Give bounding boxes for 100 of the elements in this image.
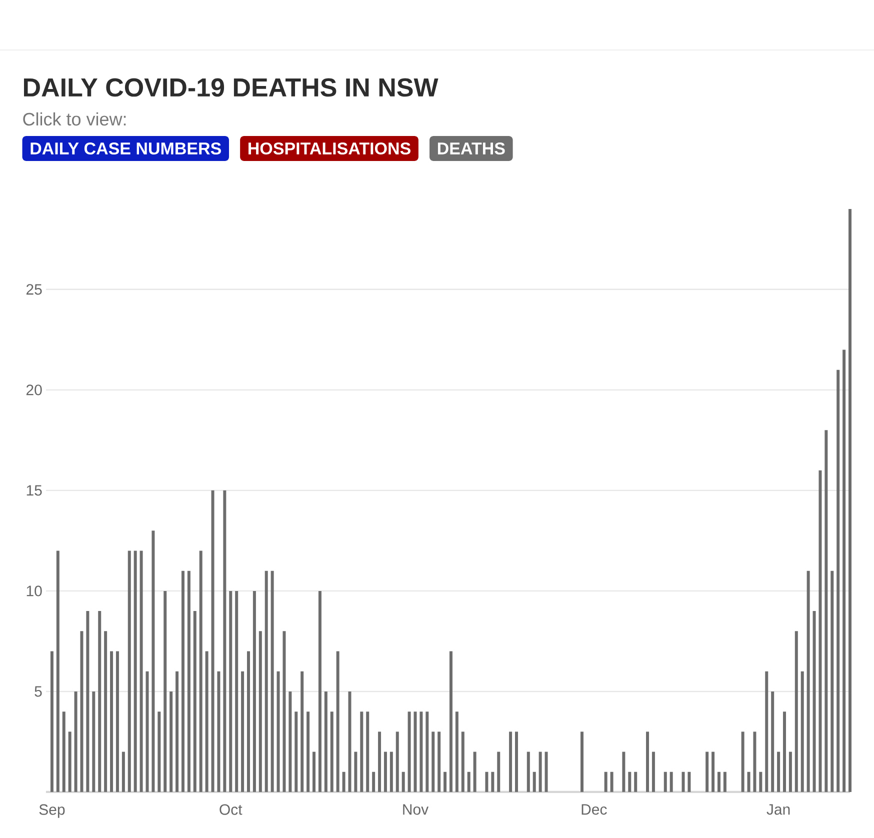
bar [461, 732, 464, 792]
bar [414, 712, 417, 792]
bar [246, 651, 250, 792]
bar [706, 752, 709, 792]
bar [211, 490, 214, 792]
bar [110, 651, 114, 792]
bar [741, 732, 744, 792]
bar [824, 430, 828, 792]
bar [771, 691, 774, 792]
bar [92, 691, 96, 792]
bar [473, 752, 476, 792]
bar [252, 590, 256, 792]
bar [86, 611, 90, 792]
bar [509, 732, 512, 792]
bar [830, 570, 834, 792]
bar [544, 752, 548, 792]
bar [50, 651, 54, 792]
bar [532, 772, 536, 792]
bar [330, 712, 334, 792]
bar [610, 772, 614, 792]
bar [759, 772, 762, 792]
bar [455, 712, 458, 792]
x-tick-label: Dec [582, 804, 607, 815]
bar [664, 772, 667, 792]
y-tick-label: 5 [34, 686, 42, 697]
bar [402, 772, 405, 792]
bar [199, 550, 202, 792]
chart-subtitle: Click to view: [23, 112, 126, 126]
bar [342, 772, 346, 792]
bar [753, 732, 756, 792]
bar [128, 550, 131, 792]
bar [181, 570, 184, 792]
bar [485, 772, 488, 792]
bar [241, 671, 244, 792]
bar [170, 691, 173, 792]
bar [842, 350, 846, 792]
bar [56, 550, 60, 792]
bar [836, 370, 840, 792]
bar [604, 772, 608, 792]
bar [765, 671, 768, 792]
bar [205, 651, 208, 792]
bar [378, 732, 382, 792]
bar [300, 671, 304, 792]
bar [670, 772, 673, 792]
bar [62, 712, 66, 792]
bar [372, 772, 376, 792]
bar [634, 772, 638, 792]
bar [223, 490, 226, 792]
bar [318, 590, 322, 792]
bar [80, 631, 84, 792]
bar [366, 712, 370, 792]
bar [514, 732, 518, 792]
x-tick-label: Jan [766, 804, 790, 815]
bar [420, 712, 423, 792]
bar [526, 752, 530, 792]
bar [152, 530, 155, 792]
text: DEATHS [438, 142, 505, 155]
bar [444, 772, 447, 792]
bar [354, 752, 358, 792]
bar [288, 691, 292, 792]
bar [794, 631, 798, 792]
bar [164, 590, 167, 792]
bar [688, 772, 691, 792]
bar [98, 611, 102, 792]
bar [491, 772, 494, 792]
bar [158, 712, 161, 792]
bar [449, 651, 452, 792]
bar [235, 590, 238, 792]
text: DAILY CASE NUMBERS [30, 142, 221, 155]
bar [497, 752, 500, 792]
bar [622, 752, 626, 792]
y-tick-label: 15 [26, 485, 42, 496]
bar [140, 550, 143, 792]
bar [396, 732, 399, 792]
bar [646, 732, 650, 792]
bar [723, 772, 726, 792]
bar [848, 208, 852, 792]
bar [68, 732, 72, 792]
bar [652, 752, 655, 792]
bar [800, 671, 804, 792]
bar [187, 570, 190, 792]
bar [270, 570, 274, 792]
bar [104, 631, 108, 792]
bar [229, 590, 232, 792]
bar [384, 752, 387, 792]
x-tick-label: Nov [403, 804, 429, 815]
x-tick-label: Sep [39, 804, 65, 818]
bar [426, 712, 429, 792]
bar [146, 671, 149, 792]
bar [348, 691, 352, 792]
bar [788, 752, 792, 792]
bar [122, 752, 125, 792]
bar [628, 772, 632, 792]
chart-title: DAILY COVID-19 DEATHS IN NSW [24, 78, 438, 97]
bar [176, 671, 179, 792]
bar [360, 712, 364, 792]
bar [336, 651, 340, 792]
bar [306, 712, 310, 792]
bar [258, 631, 262, 792]
bar [193, 611, 196, 792]
